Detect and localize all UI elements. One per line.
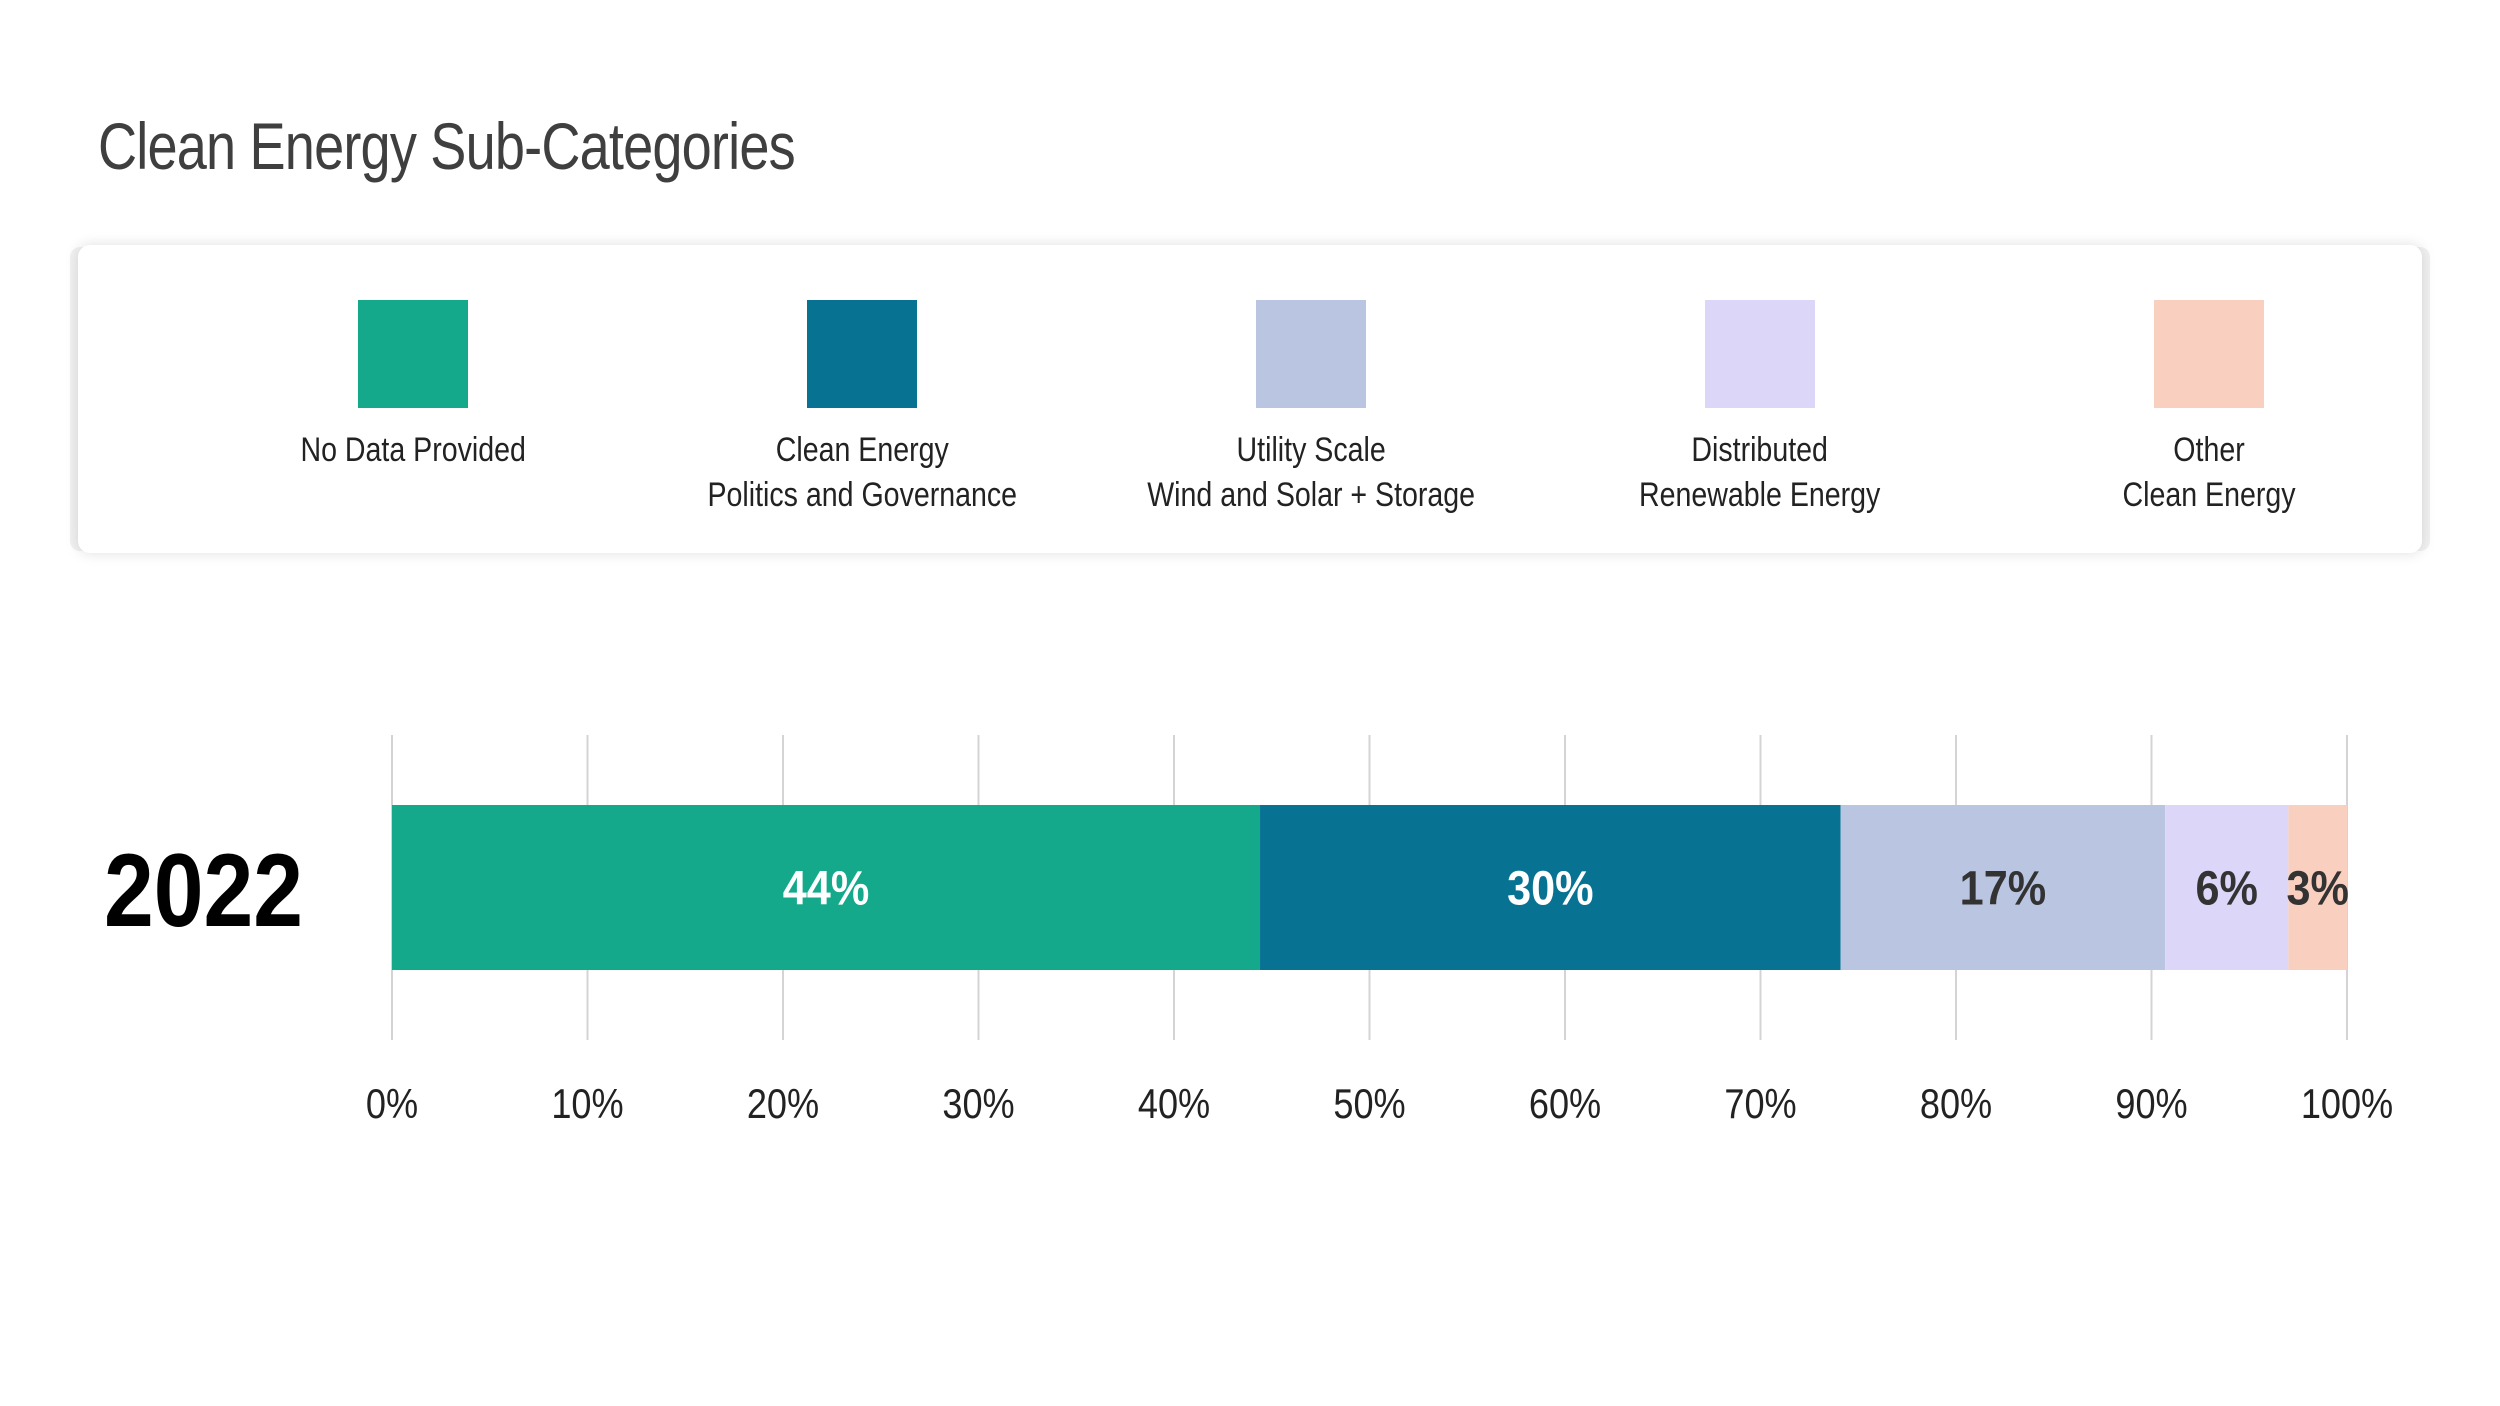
bar-segment [1260, 805, 1841, 970]
legend-item: Clean Energy Politics and Governance [642, 300, 1082, 518]
legend-item: Other Clean Energy [1989, 300, 2429, 518]
bar-segment [392, 805, 1261, 970]
x-tick-label: 60% [1529, 1082, 1601, 1128]
legend-label: No Data Provided [300, 431, 526, 469]
x-tick-label: 30% [942, 1082, 1014, 1128]
bar-segment [2165, 805, 2289, 970]
legend-item: Utility Scale Wind and Solar + Storage [1091, 300, 1531, 518]
legend-label: Clean Energy Politics and Governance [707, 431, 1017, 514]
x-tick-label: 10% [551, 1082, 623, 1128]
legend-swatch [358, 300, 468, 408]
chart-title: Clean Energy Sub-Categories [98, 109, 796, 183]
legend-label: Utility Scale Wind and Solar + Storage [1147, 431, 1475, 514]
x-tick-label: 0% [366, 1082, 418, 1128]
x-tick-label: 100% [2301, 1082, 2393, 1128]
x-tick-label: 50% [1333, 1082, 1405, 1128]
x-tick-label: 70% [1724, 1082, 1796, 1128]
data-label: 44% [783, 861, 869, 915]
x-tick-label: 20% [747, 1082, 819, 1128]
legend-swatch [2154, 300, 2264, 408]
legend-swatch [1256, 300, 1366, 408]
legend-swatch [807, 300, 917, 408]
data-label: 3% [2286, 861, 2348, 915]
legend-swatch [1705, 300, 1815, 408]
legend-label: Other Clean Energy [2122, 431, 2296, 514]
bar-segment [1840, 805, 2166, 970]
x-tick-label: 80% [1920, 1082, 1992, 1128]
x-tick-label: 40% [1138, 1082, 1210, 1128]
legend: No Data Provided Clean Energy Politics an… [78, 245, 2422, 553]
data-label: 6% [2196, 861, 2258, 915]
bar-segment [2288, 805, 2347, 970]
legend-item: Distributed Renewable Energy [1540, 300, 1980, 518]
legend-item: No Data Provided [193, 300, 633, 473]
category-label: 2022 [104, 832, 303, 949]
data-label: 30% [1507, 861, 1593, 915]
x-tick-label: 90% [2115, 1082, 2187, 1128]
data-label: 17% [1960, 861, 2046, 915]
legend-label: Distributed Renewable Energy [1639, 431, 1881, 514]
